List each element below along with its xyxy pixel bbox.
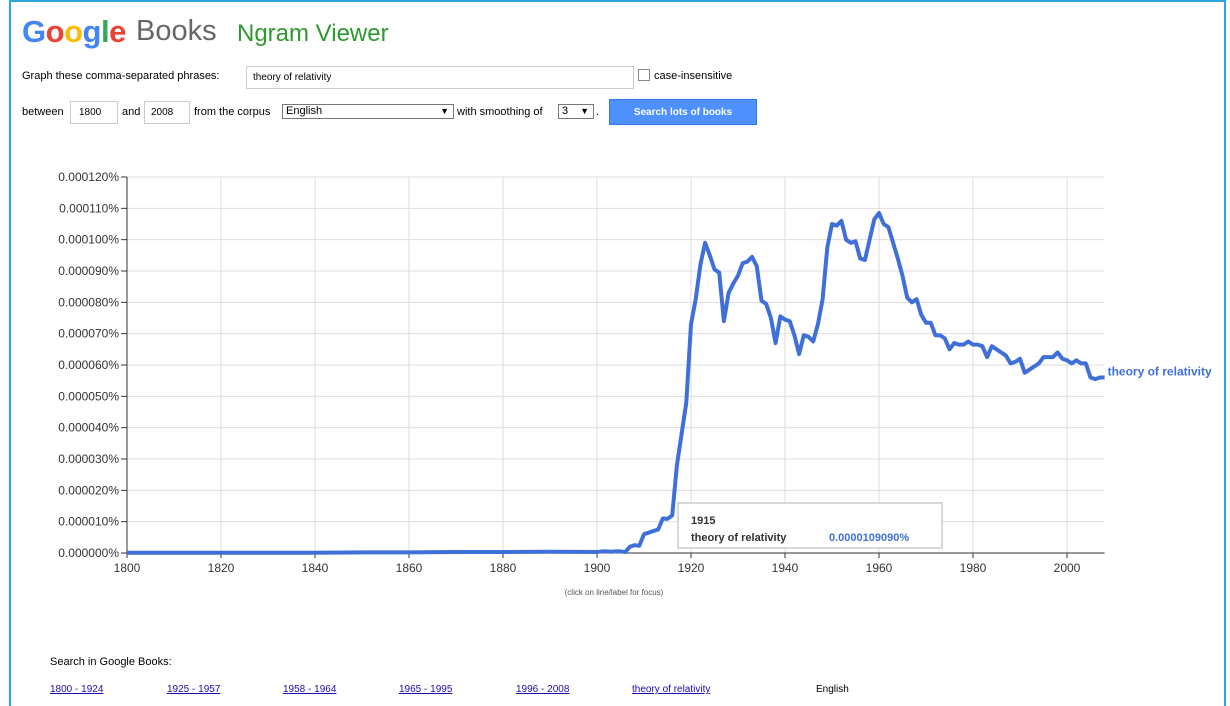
tooltip-year: 1915 bbox=[691, 515, 715, 527]
y-tick-label: 0.000100% bbox=[58, 233, 119, 247]
logo-letter: o bbox=[64, 14, 83, 49]
y-tick-label: 0.000030% bbox=[58, 452, 119, 466]
smoothing-label: with smoothing of bbox=[457, 106, 543, 118]
tooltip-value: 0.0000109090% bbox=[829, 532, 909, 544]
search-link[interactable]: 1958 - 1964 bbox=[283, 684, 337, 695]
search-link[interactable]: 1800 - 1924 bbox=[50, 684, 104, 695]
y-tick-label: 0.000080% bbox=[58, 295, 119, 309]
y-tick-label: 0.000110% bbox=[59, 201, 119, 215]
search-link[interactable]: 1925 - 1957 bbox=[167, 684, 221, 695]
search-link[interactable]: 1965 - 1995 bbox=[399, 684, 453, 695]
dropdown-arrow: ▼ bbox=[580, 106, 589, 116]
y-tick-label: 0.000090% bbox=[58, 264, 119, 278]
x-tick-label: 1900 bbox=[584, 561, 611, 575]
checkbox[interactable] bbox=[638, 69, 650, 81]
title: Ngram Viewer bbox=[237, 20, 389, 47]
tooltip-series: theory of relativity bbox=[691, 532, 787, 544]
x-tick-label: 1880 bbox=[490, 561, 517, 575]
y-tick-label: 0.000000% bbox=[58, 546, 119, 560]
phrases-input[interactable]: theory of relativity bbox=[246, 66, 634, 89]
y-tick-label: 0.000060% bbox=[58, 358, 119, 372]
search-button[interactable]: Search lots of books bbox=[609, 99, 757, 125]
series-label: theory of relativity bbox=[1108, 365, 1212, 379]
logo-letter: o bbox=[45, 14, 65, 49]
corpus-label: from the corpus bbox=[194, 106, 271, 118]
logo: Google bbox=[22, 14, 126, 50]
x-tick-label: 1800 bbox=[114, 561, 141, 575]
logo-letter: l bbox=[100, 14, 110, 49]
search-corpus: English bbox=[816, 684, 849, 695]
x-tick-label: 1820 bbox=[208, 561, 235, 575]
x-tick-label: 1840 bbox=[302, 561, 329, 575]
logo-letter: e bbox=[109, 14, 126, 49]
y-tick-label: 0.000120% bbox=[58, 170, 119, 184]
series-line bbox=[127, 211, 1105, 555]
x-tick-label: 1960 bbox=[866, 561, 893, 575]
logo-letter: G bbox=[22, 14, 46, 49]
y-tick-label: 0.000050% bbox=[58, 389, 119, 403]
start-year-input[interactable]: 1800 bbox=[70, 101, 118, 124]
corpus-select[interactable]: English ▼ bbox=[282, 104, 454, 119]
smoothing-select[interactable]: 3 ▼ bbox=[558, 104, 594, 119]
x-tick-label: 1860 bbox=[396, 561, 423, 575]
y-tick-label: 0.000010% bbox=[58, 515, 119, 529]
search-label: Search in Google Books: bbox=[50, 656, 172, 668]
case-label: case-insensitive bbox=[654, 70, 733, 82]
y-tick-label: 0.000020% bbox=[58, 483, 119, 497]
y-tick-label: 0.000070% bbox=[58, 327, 119, 341]
x-tick-label: 1920 bbox=[678, 561, 705, 575]
between-label: between bbox=[22, 106, 64, 118]
tooltip-box bbox=[677, 502, 943, 549]
logo-letter: g bbox=[82, 14, 102, 49]
search-link[interactable]: 1996 - 2008 bbox=[516, 684, 570, 695]
smoothing-value: 3 bbox=[562, 105, 569, 117]
and-label: and bbox=[122, 106, 141, 118]
frame bbox=[9, 0, 1226, 706]
y-tick-label: 0.000040% bbox=[58, 421, 119, 435]
period: . bbox=[596, 106, 600, 118]
search-link[interactable]: theory of relativity bbox=[632, 684, 711, 695]
brand: Books bbox=[136, 15, 217, 47]
x-tick-label: 1940 bbox=[772, 561, 799, 575]
chart-note: (click on line/label for focus) bbox=[565, 588, 664, 597]
phrases-label: Graph these comma-separated phrases: bbox=[22, 70, 220, 82]
dropdown-arrow: ▼ bbox=[440, 106, 449, 116]
end-year-input[interactable]: 2008 bbox=[144, 101, 190, 124]
corpus-value: English bbox=[286, 105, 323, 117]
x-tick-label: 1980 bbox=[960, 561, 987, 575]
x-tick-label: 2000 bbox=[1054, 561, 1081, 575]
